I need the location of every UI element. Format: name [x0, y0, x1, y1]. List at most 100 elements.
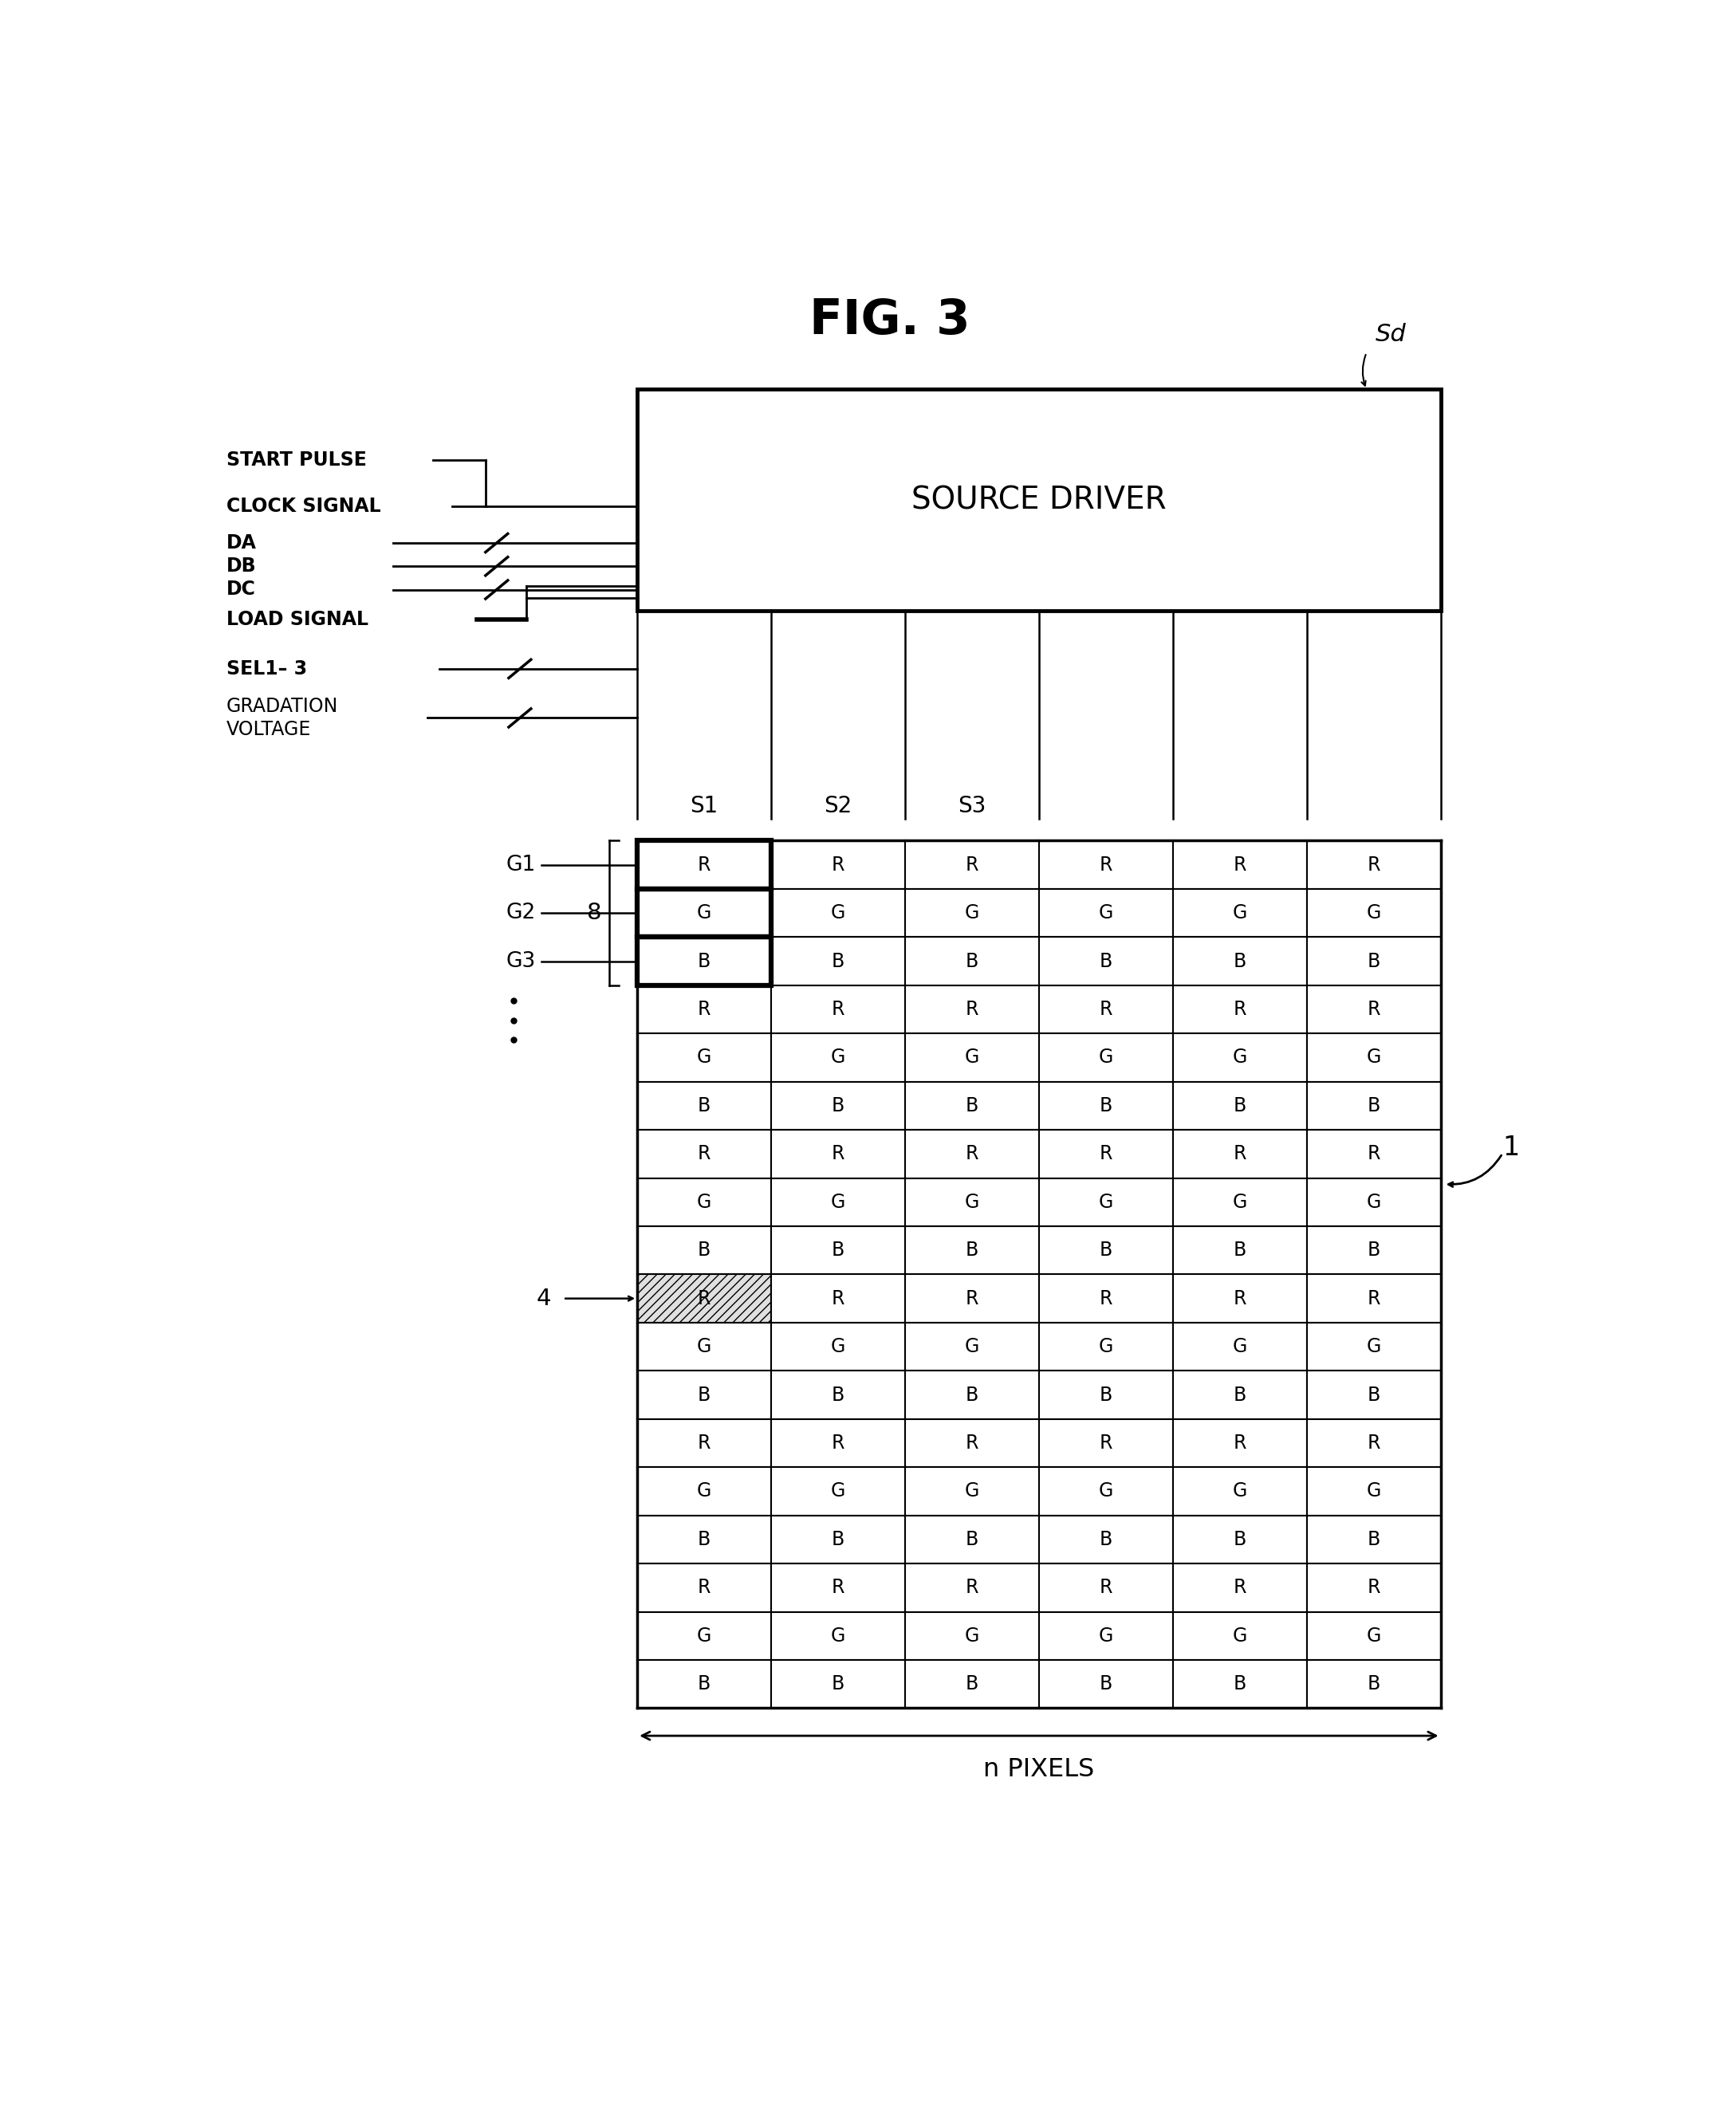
Text: B: B	[1233, 1384, 1246, 1403]
Bar	[904, 1081, 1038, 1130]
Bar	[1038, 1179, 1174, 1225]
Bar	[904, 1323, 1038, 1372]
Bar	[1174, 1081, 1307, 1130]
Text: B: B	[965, 1096, 979, 1115]
Text: R: R	[1233, 854, 1246, 873]
Text: R: R	[1099, 1001, 1113, 1020]
Bar	[1307, 1611, 1441, 1660]
Text: R: R	[1099, 1577, 1113, 1596]
Bar	[904, 1467, 1038, 1516]
Text: G: G	[832, 1194, 845, 1213]
Bar	[1174, 888, 1307, 937]
Text: G: G	[832, 1338, 845, 1357]
Bar	[771, 937, 904, 986]
Text: R: R	[1233, 1001, 1246, 1020]
Text: G: G	[696, 903, 712, 922]
Bar	[637, 888, 771, 937]
Text: S1: S1	[691, 795, 719, 818]
Text: G: G	[1233, 1626, 1246, 1645]
Text: DB: DB	[226, 558, 257, 577]
Text: B: B	[1233, 1531, 1246, 1550]
Bar	[1174, 1660, 1307, 1709]
Bar	[637, 1565, 771, 1611]
Text: B: B	[1233, 952, 1246, 971]
Text: B: B	[1099, 952, 1113, 971]
Bar	[1174, 1516, 1307, 1565]
Text: R: R	[965, 1577, 979, 1596]
Bar	[637, 842, 771, 888]
Text: R: R	[965, 1001, 979, 1020]
Text: G: G	[1233, 903, 1246, 922]
Bar	[637, 937, 771, 986]
Bar	[1307, 1274, 1441, 1323]
Bar	[1174, 842, 1307, 888]
Text: R: R	[832, 1577, 845, 1596]
Bar	[1307, 1179, 1441, 1225]
Text: B: B	[1099, 1675, 1113, 1694]
Text: G: G	[1099, 903, 1113, 922]
Text: B: B	[1233, 1240, 1246, 1259]
Bar	[1307, 1467, 1441, 1516]
Bar	[1038, 937, 1174, 986]
Text: G: G	[1366, 1194, 1382, 1213]
Text: R: R	[832, 1433, 845, 1452]
Bar	[904, 986, 1038, 1032]
Text: B: B	[698, 1675, 710, 1694]
Bar	[1174, 1032, 1307, 1081]
Bar	[771, 1418, 904, 1467]
Text: B: B	[698, 952, 710, 971]
Bar	[637, 1225, 771, 1274]
Text: CLOCK SIGNAL: CLOCK SIGNAL	[226, 496, 380, 515]
Text: R: R	[965, 854, 979, 873]
Bar	[1038, 1467, 1174, 1516]
Text: R: R	[698, 1289, 710, 1308]
Text: B: B	[1099, 1096, 1113, 1115]
Text: R: R	[1368, 1289, 1380, 1308]
Bar	[904, 1179, 1038, 1225]
Text: GRADATION
VOLTAGE: GRADATION VOLTAGE	[226, 697, 339, 740]
Bar	[1038, 1323, 1174, 1372]
Text: B: B	[965, 1384, 979, 1403]
Bar	[904, 1516, 1038, 1565]
Text: G: G	[1366, 903, 1382, 922]
Bar	[1174, 1467, 1307, 1516]
Text: B: B	[1368, 1240, 1380, 1259]
Text: 4: 4	[536, 1287, 550, 1310]
Text: G: G	[965, 1194, 979, 1213]
Text: R: R	[698, 1001, 710, 1020]
Text: B: B	[698, 1096, 710, 1115]
Text: R: R	[832, 1289, 845, 1308]
Text: B: B	[965, 1240, 979, 1259]
Text: R: R	[1368, 1433, 1380, 1452]
Bar	[771, 1467, 904, 1516]
Text: B: B	[832, 1531, 845, 1550]
Bar	[1174, 1372, 1307, 1418]
Text: B: B	[965, 1675, 979, 1694]
Bar	[1174, 1274, 1307, 1323]
Bar	[1174, 937, 1307, 986]
Text: R: R	[698, 1577, 710, 1596]
Bar	[1038, 1130, 1174, 1179]
Bar	[1307, 842, 1441, 888]
Text: R: R	[1099, 854, 1113, 873]
Text: B: B	[698, 1384, 710, 1403]
Text: G: G	[1366, 1626, 1382, 1645]
Bar	[1307, 937, 1441, 986]
Text: R: R	[1368, 1145, 1380, 1164]
Text: B: B	[832, 1675, 845, 1694]
Bar	[637, 1032, 771, 1081]
Text: SEL1– 3: SEL1– 3	[226, 659, 307, 678]
Bar	[904, 1225, 1038, 1274]
Text: R: R	[1368, 1577, 1380, 1596]
Bar	[1038, 1611, 1174, 1660]
Bar	[771, 1516, 904, 1565]
Bar	[771, 1660, 904, 1709]
Bar	[637, 1274, 771, 1323]
Bar	[1307, 1565, 1441, 1611]
Text: B: B	[832, 952, 845, 971]
Text: G: G	[1099, 1194, 1113, 1213]
Text: 1: 1	[1502, 1134, 1519, 1160]
Bar	[771, 1372, 904, 1418]
Bar	[771, 986, 904, 1032]
Bar	[1174, 986, 1307, 1032]
